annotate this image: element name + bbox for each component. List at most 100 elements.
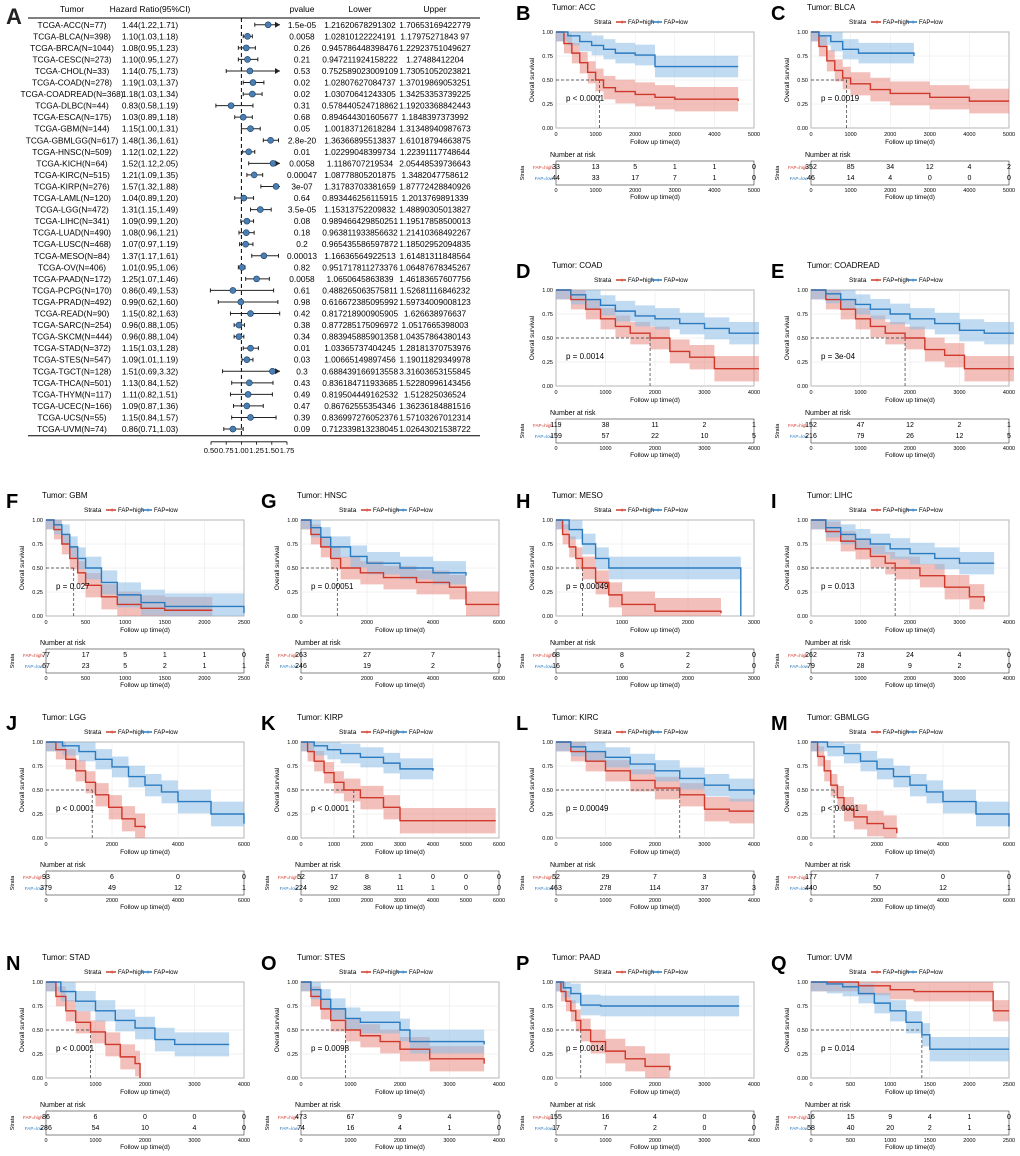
km-risk-x-axis-label: Follow up time(d) (630, 1144, 680, 1151)
km-legend-high: FAP=high (373, 508, 399, 514)
km-risk-x-tick: 5000 (460, 898, 472, 904)
km-y-axis-label: Overall survival (19, 767, 26, 812)
km-legend-title: Strata (594, 729, 612, 736)
km-y-axis-label: Overall survival (529, 1007, 536, 1052)
km-risk-label-high: FAP=high (533, 165, 553, 170)
forest-upper: 1.52681116846232 (400, 285, 471, 295)
km-x-tick-label: 0 (809, 842, 812, 848)
forest-x-tick-label: 0.75 (219, 446, 234, 455)
forest-pvalue: 0.31 (294, 101, 311, 111)
forest-hr-text: 1.21(1.09,1.35) (122, 170, 179, 180)
forest-point (260, 252, 268, 260)
km-risk-value-high: 4 (958, 652, 962, 659)
forest-hr-text: 1.19(1.03,1.37) (122, 78, 179, 88)
km-tumor-title: Tumor: KIRP (297, 713, 343, 722)
km-y-tick-label: 1.00 (797, 288, 808, 294)
km-x-tick-label: 1000 (599, 390, 611, 396)
km-risk-value-low: 19 (363, 663, 371, 670)
forest-hr-text: 1.44(1.22,1.71) (122, 20, 179, 30)
forest-hr-text: 1.15(1.03,1.28) (122, 343, 179, 353)
forest-point (235, 321, 243, 329)
km-pvalue: p = 0.00049 (566, 582, 609, 591)
forest-ci-arrow (275, 21, 280, 28)
km-risk-label-low: FAP=low (25, 886, 44, 891)
km-risk-title: Number at risk (805, 410, 851, 417)
km-risk-x-axis-label: Follow up time(d) (630, 194, 680, 201)
km-y-tick-label: 0.00 (542, 384, 553, 390)
forest-pvalue: 3.5e-05 (288, 205, 317, 215)
km-risk-value-low: 2 (653, 1125, 657, 1132)
km-risk-label-low: FAP=low (535, 434, 554, 439)
km-y-tick-label: 0.25 (797, 360, 808, 366)
forest-pvalue: 0.53 (294, 66, 311, 76)
forest-lower: 0.819504449162532 (322, 389, 399, 399)
km-ci-band-low (556, 742, 754, 807)
forest-pvalue: 0.21 (294, 54, 311, 64)
km-x-tick-label: 3000 (443, 1082, 455, 1088)
km-legend-low: FAP=low (409, 970, 434, 976)
forest-point (242, 229, 250, 236)
km-legend-low: FAP=low (919, 508, 944, 514)
forest-tumor-label: TCGA-READ(N=90) (35, 309, 110, 319)
km-y-tick-label: 0.75 (542, 542, 553, 548)
km-risk-value-high: 1 (967, 1114, 971, 1121)
km-risk-value-high: 7 (875, 874, 879, 881)
km-risk-label-low: FAP=low (25, 664, 44, 669)
km-risk-value-low: 58 (807, 1125, 815, 1132)
km-risk-x-tick: 3000 (394, 898, 406, 904)
km-risk-strata-label: Strata (775, 165, 781, 181)
forest-point (249, 90, 256, 98)
km-legend-plus: + (365, 730, 369, 737)
forest-hr-text: 1.13(0.84,1.52) (122, 378, 179, 388)
forest-upper: 1.04357864380143 (399, 332, 471, 342)
km-risk-value-low: 1 (967, 1125, 971, 1132)
forest-upper: 1.06487678345267 (399, 262, 471, 272)
forest-tumor-label: TCGA-ACC(N=77) (38, 20, 107, 30)
km-risk-box (810, 648, 1010, 674)
km-x-tick-label: 4000 (748, 1082, 760, 1088)
km-risk-value-high: 9 (888, 1114, 892, 1121)
km-risk-label-low: FAP=low (280, 664, 299, 669)
km-legend-plus: + (620, 20, 624, 27)
km-x-tick-label: 2000 (629, 132, 641, 138)
km-y-tick-label: 1.00 (287, 518, 298, 524)
forest-hr-text: 0.96(0.88,1.04) (122, 332, 179, 342)
km-risk-x-tick: 4000 (937, 898, 949, 904)
km-risk-value-high: 29 (602, 874, 610, 881)
km-risk-value-low: 278 (600, 885, 612, 892)
km-x-axis-label: Follow up time(d) (120, 1089, 170, 1096)
km-risk-value-high: 152 (805, 422, 817, 429)
forest-point (267, 136, 274, 144)
km-y-tick-label: 0.50 (542, 336, 553, 342)
km-pvalue: p < 0.0001 (56, 804, 95, 813)
km-risk-value-high: 27 (363, 652, 371, 659)
km-ci-band-high (811, 32, 1009, 114)
km-risk-value-low: 379 (40, 885, 52, 892)
km-y-tick-label: 0.50 (287, 1028, 298, 1034)
km-y-axis-label: Overall survival (274, 1007, 281, 1052)
km-risk-value-high: 47 (857, 422, 865, 429)
km-risk-value-high: 119 (550, 422, 561, 429)
forest-point (244, 391, 252, 398)
km-risk-value-low: 20 (886, 1125, 894, 1132)
forest-lower: 0.965435586597872 (322, 239, 399, 249)
km-x-tick-label: 1000 (344, 1082, 356, 1088)
km-y-tick-label: 0.00 (797, 384, 808, 390)
km-risk-value-high: 262 (805, 652, 817, 659)
km-risk-title: Number at risk (550, 1102, 596, 1109)
forest-x-tick-label: 1.75 (280, 446, 295, 455)
km-legend-plus: + (911, 278, 915, 285)
forest-lower: 0.836997276052376 (322, 412, 399, 422)
panel-letter: O (261, 953, 277, 975)
km-risk-value-low: 49 (108, 885, 116, 892)
forest-pvalue: 0.09 (294, 424, 311, 434)
forest-tumor-label: TCGA-GBMLGG(N=617) (26, 135, 119, 145)
km-risk-x-tick: 0 (809, 676, 812, 682)
km-curve-high (811, 741, 898, 834)
km-risk-label-high: FAP=high (533, 875, 553, 880)
km-curve-high (556, 519, 722, 614)
km-legend-title: Strata (594, 277, 612, 284)
km-risk-value-low: 0 (703, 1125, 707, 1132)
km-risk-value-low: 74 (297, 1125, 305, 1132)
km-risk-value-low: 0 (464, 885, 468, 892)
